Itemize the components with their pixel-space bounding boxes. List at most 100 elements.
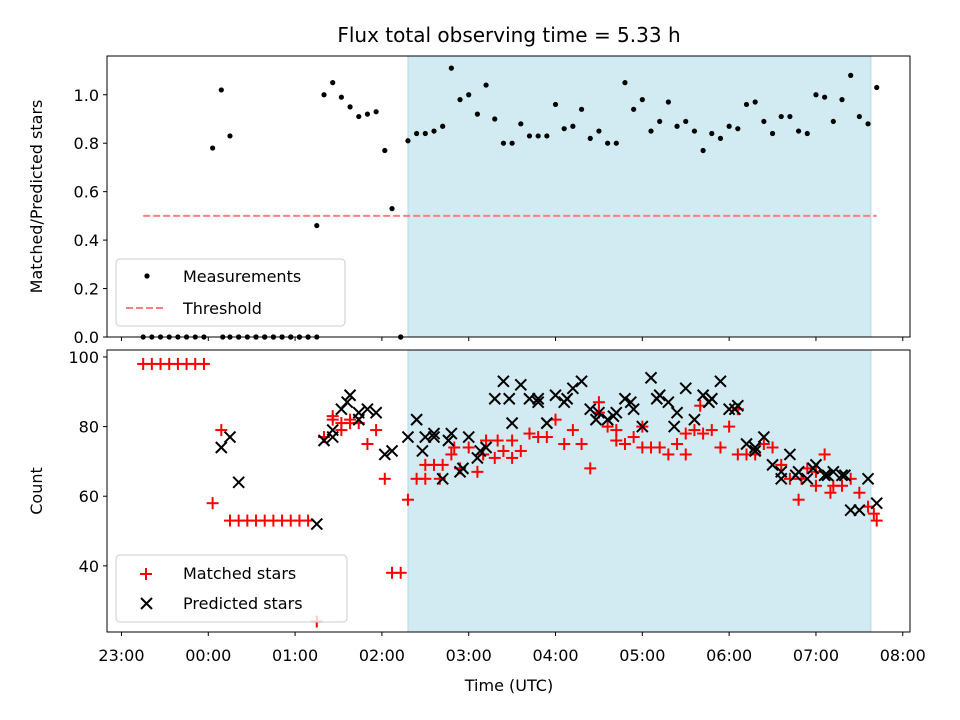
predicted-stars-point [740, 437, 753, 451]
x-tick-label: 06:00 [706, 646, 752, 665]
matched-stars-point [792, 493, 805, 506]
measurement-point [405, 138, 411, 144]
y-tick-label: 0.6 [74, 183, 99, 202]
predicted-stars-point [503, 392, 516, 405]
predicted-stars-point [766, 458, 779, 472]
matched-stars-point [506, 451, 519, 464]
predicted-stars-point [497, 375, 510, 388]
measurement-point [752, 99, 758, 105]
predicted-stars-point [835, 469, 849, 482]
measurement-point [227, 133, 233, 139]
measurement-point [457, 97, 463, 103]
predicted-stars-point [861, 472, 875, 486]
measurement-point [743, 101, 750, 108]
measurement-point [830, 118, 836, 125]
predicted-stars-point [436, 472, 449, 486]
top-legend: Measurements Threshold [115, 258, 346, 327]
measurement-point [778, 113, 784, 120]
predicted-stars-point [748, 444, 762, 458]
predicted-stars-point [317, 434, 331, 447]
predicted-stars-point [575, 375, 588, 388]
matched-stars-point [488, 451, 501, 464]
matched-stars-point [378, 472, 391, 485]
predicted-stars-point [650, 392, 664, 405]
matched-stars-point [627, 431, 640, 444]
measurement-point [865, 121, 871, 127]
bottom-y-axis-label: Count [27, 467, 46, 515]
measurement-point [709, 130, 715, 137]
measurement-point [795, 128, 802, 134]
measurement-point [804, 130, 810, 137]
bottom-x-ticks: 23:00 00:00 01:00 02:00 03:00 04:00 05:00 06:00… [98, 632, 926, 665]
measurement-point [474, 111, 480, 117]
predicted-stars-point [584, 402, 597, 416]
matched-stars-point [853, 486, 866, 499]
matched-stars-point [601, 420, 614, 433]
predicted-stars-point [385, 444, 399, 458]
measurement-point [657, 118, 663, 125]
measurement-point [813, 92, 819, 98]
matched-stars-point [361, 438, 374, 450]
predicted-stars-point [757, 430, 771, 444]
measurement-point [648, 128, 654, 134]
matched-stars-point [705, 424, 718, 437]
predicted-stars-point [401, 430, 415, 444]
matched-stars-point [401, 493, 414, 506]
x-tick-label: 00:00 [185, 646, 231, 665]
predicted-stars-point [427, 430, 441, 444]
matched-stars-point [697, 427, 710, 440]
matched-stars-point [835, 479, 848, 492]
measurement-point [535, 133, 541, 139]
predicted-stars-point [636, 420, 649, 433]
x-tick-label: 05:00 [619, 646, 665, 665]
measurement-point [856, 113, 862, 120]
y-tick-label: 0.8 [74, 134, 99, 153]
measurement-point [526, 133, 533, 139]
x-tick-label: 07:00 [793, 646, 839, 665]
bottom-plot-frame [106, 349, 911, 633]
measurement-point [561, 126, 567, 132]
predicted-stars-point [789, 469, 802, 482]
x-axis-label: Time (UTC) [464, 676, 553, 695]
matched-stars-point [575, 438, 588, 450]
predicted-stars-point [644, 371, 658, 385]
predicted-stars-point [821, 469, 834, 482]
measurement-point [389, 206, 395, 212]
matched-stars-point [809, 479, 822, 492]
matched-stars-point [491, 434, 504, 447]
bottom-legend-box [115, 554, 348, 623]
measurement-point [382, 147, 388, 154]
predicted-stars-point [601, 413, 614, 426]
predicted-stars-point [514, 378, 528, 392]
measurement-point [874, 84, 880, 91]
matched-stars-point [215, 424, 228, 437]
matched-stars-point [636, 441, 649, 454]
measurement-point [613, 140, 619, 146]
y-tick-label: 40 [79, 557, 99, 576]
measurement-point [822, 94, 828, 100]
predicted-stars-point [607, 409, 620, 423]
predicted-stars-point [624, 396, 637, 409]
top-y-ticks: 0.0 0.2 0.4 0.6 0.8 1.0 [74, 86, 107, 347]
measurement-point [210, 145, 216, 151]
predicted-stars-point [662, 396, 675, 409]
x-tick-label: 02:00 [359, 646, 405, 665]
predicted-stars-point [540, 416, 554, 430]
predicted-stars-point [488, 392, 501, 405]
matched-stars-point [723, 420, 736, 433]
matched-stars-point [326, 413, 339, 426]
matched-stars-point [618, 438, 631, 450]
measurement-point [509, 140, 515, 146]
matched-stars-point [370, 424, 383, 437]
predicted-stars-point [801, 472, 814, 486]
predicted-stars-point [361, 402, 374, 416]
matched-stars-point [679, 448, 692, 461]
matched-stars-point [497, 444, 510, 457]
predicted-stars-point [479, 441, 493, 454]
measurement-point [761, 118, 767, 125]
predicted-stars-point [416, 444, 429, 458]
predicted-stars-point [410, 413, 423, 426]
y-tick-label: 0.0 [74, 328, 99, 347]
matched-stars-point [731, 448, 744, 461]
observing-window-bottom [407, 349, 872, 633]
